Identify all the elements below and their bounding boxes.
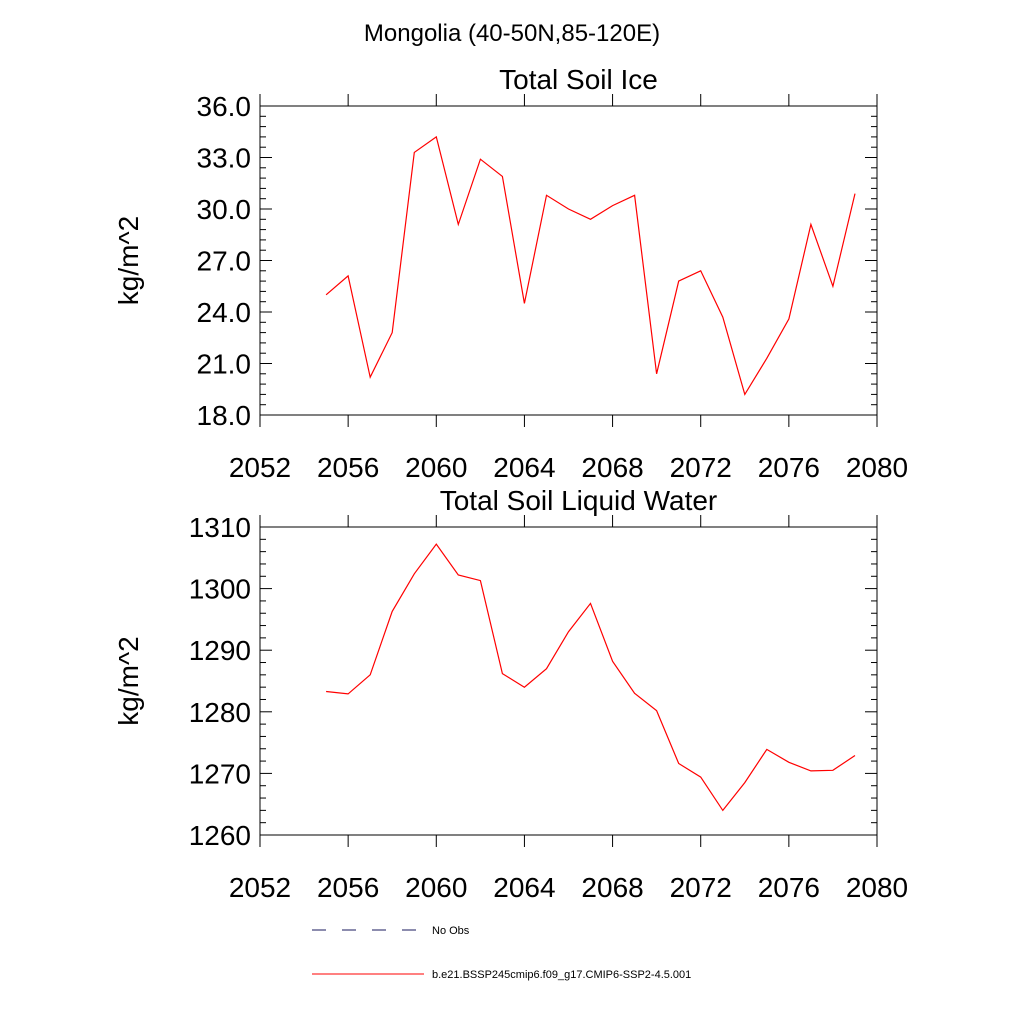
- x-tick-label: 2068: [581, 872, 643, 903]
- x-tick-label: 2076: [758, 452, 820, 483]
- x-tick-label: 2072: [670, 452, 732, 483]
- x-tick-label: 2076: [758, 872, 820, 903]
- series-line: [326, 543, 856, 812]
- x-tick-label: 2068: [581, 452, 643, 483]
- y-tick-label: 1270: [189, 758, 251, 789]
- panel-title: Total Soil Ice: [499, 64, 658, 95]
- y-tick-label: 36.0: [197, 91, 252, 122]
- soil-liquid-water-panel: Total Soil Liquid Water kg/m^2 1260 1270 128…: [113, 485, 908, 903]
- y-tick-label: 1310: [189, 512, 251, 543]
- legend-series-label: b.e21.BSSP245cmip6.f09_g17.CMIP6-SSP2-4.…: [432, 969, 691, 981]
- panel-title: Total Soil Liquid Water: [440, 485, 718, 516]
- x-tick-label: 2056: [317, 452, 379, 483]
- y-tick-label: 1260: [189, 820, 251, 851]
- y-tick-label: 1300: [189, 574, 251, 605]
- legend: No Obs b.e21.BSSP245cmip6.f09_g17.CMIP6-…: [312, 925, 691, 981]
- y-tick-label: 21.0: [197, 349, 252, 380]
- y-axis-label: kg/m^2: [113, 216, 144, 305]
- y-tick-label: 18.0: [197, 400, 252, 431]
- y-tick-label: 1280: [189, 697, 251, 728]
- x-tick-label: 2080: [846, 872, 908, 903]
- y-axis-label: kg/m^2: [113, 636, 144, 725]
- x-tick-label: 2060: [405, 452, 467, 483]
- series-line: [325, 135, 856, 396]
- x-tick-label: 2064: [493, 872, 555, 903]
- x-tick-label: 2056: [317, 872, 379, 903]
- y-tick-label: 24.0: [197, 297, 252, 328]
- y-tick-label: 1290: [189, 635, 251, 666]
- x-tick-label: 2060: [405, 872, 467, 903]
- x-tick-label: 2072: [670, 872, 732, 903]
- legend-no-obs-label: No Obs: [432, 925, 470, 937]
- y-tick-label: 33.0: [197, 143, 252, 174]
- figure-title: Mongolia (40-50N,85-120E): [364, 20, 660, 47]
- x-tick-label: 2052: [229, 872, 291, 903]
- y-tick-label: 30.0: [197, 194, 252, 225]
- x-tick-label: 2080: [846, 452, 908, 483]
- plot-frame: [259, 105, 878, 416]
- soil-ice-panel: Total Soil Ice kg/m^2 18.0 21.0 24.0 27.0 30.0…: [113, 64, 908, 483]
- x-tick-label: 2064: [493, 452, 555, 483]
- x-tick-label: 2052: [229, 452, 291, 483]
- y-tick-label: 27.0: [197, 246, 252, 277]
- plot-frame: [259, 526, 878, 836]
